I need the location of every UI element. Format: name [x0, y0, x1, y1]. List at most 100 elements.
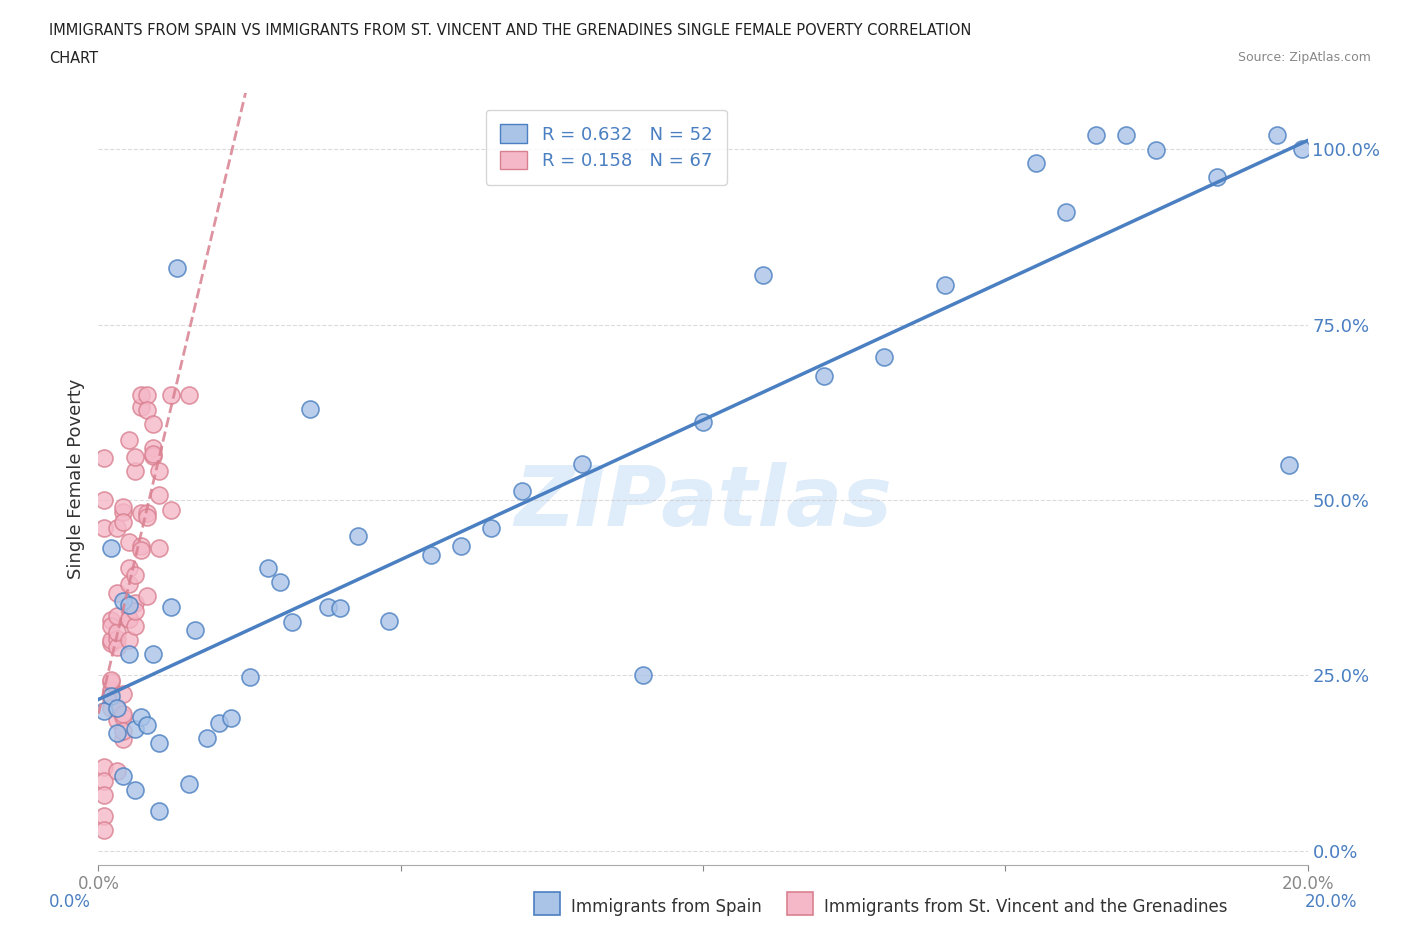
- Point: [129, 710, 152, 724]
- Point: [1206, 169, 1229, 184]
- Point: [100, 675, 122, 690]
- Point: [184, 622, 207, 637]
- Point: [111, 707, 134, 722]
- Point: [93, 773, 115, 788]
- Point: [934, 278, 956, 293]
- Point: [221, 711, 243, 725]
- Point: [100, 694, 122, 709]
- Point: [329, 601, 352, 616]
- Point: [105, 725, 128, 740]
- Point: [111, 505, 134, 520]
- Point: [105, 608, 128, 623]
- Point: [135, 387, 157, 402]
- Point: [93, 703, 115, 718]
- Point: [93, 822, 115, 837]
- Point: [124, 449, 146, 464]
- Point: [1024, 155, 1046, 170]
- Point: [208, 715, 231, 730]
- Point: [1144, 142, 1167, 157]
- Point: [129, 387, 152, 402]
- Point: [481, 520, 503, 535]
- Point: [142, 446, 165, 461]
- Point: [111, 724, 134, 738]
- Point: [269, 575, 291, 590]
- Point: [135, 403, 157, 418]
- Point: [105, 639, 128, 654]
- Point: [111, 499, 134, 514]
- Point: [93, 521, 115, 536]
- Point: [1085, 127, 1108, 142]
- Legend: R = 0.632   N = 52, R = 0.158   N = 67: R = 0.632 N = 52, R = 0.158 N = 67: [485, 110, 727, 184]
- Point: [692, 415, 714, 430]
- Point: [124, 782, 146, 797]
- Point: [160, 502, 183, 517]
- Point: [179, 387, 201, 402]
- Point: [124, 722, 146, 737]
- Point: [100, 672, 122, 687]
- Point: [111, 710, 134, 724]
- Text: CHART: CHART: [49, 51, 98, 66]
- Point: [148, 736, 170, 751]
- Text: IMMIGRANTS FROM SPAIN VS IMMIGRANTS FROM ST. VINCENT AND THE GRENADINES SINGLE F: IMMIGRANTS FROM SPAIN VS IMMIGRANTS FROM…: [49, 23, 972, 38]
- Point: [873, 350, 896, 365]
- Point: [111, 514, 134, 529]
- Text: 20.0%: 20.0%: [1305, 893, 1357, 910]
- Point: [105, 764, 128, 778]
- Y-axis label: Single Female Poverty: Single Female Poverty: [66, 379, 84, 579]
- Point: [118, 433, 141, 448]
- Point: [105, 624, 128, 639]
- Point: [1115, 127, 1137, 142]
- Point: [100, 613, 122, 628]
- Point: [118, 535, 141, 550]
- Point: [160, 599, 183, 614]
- Point: [195, 730, 218, 745]
- Point: [124, 463, 146, 478]
- Point: [100, 636, 122, 651]
- Point: [450, 539, 472, 554]
- Point: [142, 647, 165, 662]
- Point: [377, 613, 399, 628]
- Point: [124, 618, 146, 633]
- Point: [129, 399, 152, 414]
- Point: [118, 598, 141, 613]
- Point: [100, 700, 122, 715]
- Point: [93, 788, 115, 803]
- Point: [510, 484, 533, 498]
- Point: [124, 604, 146, 618]
- Point: [166, 261, 188, 276]
- Point: [142, 441, 165, 456]
- Point: [1267, 127, 1289, 142]
- Point: [179, 777, 201, 791]
- Point: [142, 449, 165, 464]
- Point: [129, 538, 152, 553]
- Point: [111, 593, 134, 608]
- Point: [105, 631, 128, 646]
- Point: [752, 268, 775, 283]
- Point: [813, 368, 835, 383]
- Point: [420, 548, 443, 563]
- Point: [142, 417, 165, 432]
- Point: [118, 561, 141, 576]
- Point: [135, 506, 157, 521]
- Point: [129, 505, 152, 520]
- Point: [118, 647, 141, 662]
- Text: Immigrants from St. Vincent and the Grenadines: Immigrants from St. Vincent and the Gren…: [824, 897, 1227, 916]
- Point: [299, 402, 322, 417]
- Point: [1291, 141, 1313, 156]
- Point: [148, 804, 170, 818]
- Point: [239, 670, 262, 684]
- Point: [100, 689, 122, 704]
- Point: [93, 493, 115, 508]
- Point: [93, 450, 115, 465]
- Point: [100, 540, 122, 555]
- Point: [256, 561, 278, 576]
- Point: [118, 611, 141, 626]
- Point: [111, 768, 134, 783]
- Point: [118, 577, 141, 591]
- Point: [105, 700, 128, 715]
- Point: [124, 595, 146, 610]
- Point: [129, 542, 152, 557]
- Point: [100, 632, 122, 647]
- Point: [316, 600, 339, 615]
- Point: [105, 702, 128, 717]
